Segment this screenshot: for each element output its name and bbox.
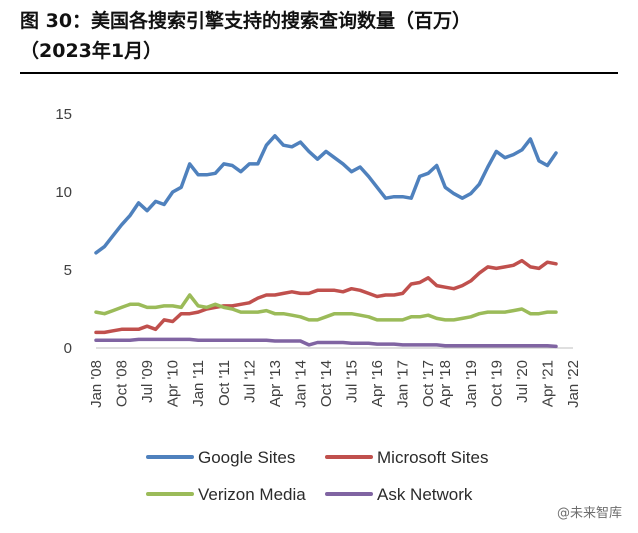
x-tick-label: Jan '14 (292, 360, 309, 408)
x-tick-label: Apr '18 (437, 360, 454, 407)
series-line-google-sites (94, 134, 558, 255)
series-lines (94, 134, 558, 349)
y-axis: 0 5 10 15 (55, 106, 72, 357)
series-line-verizon-media (94, 293, 558, 322)
figure-title: 图 30：美国各搜索引擎支持的搜索查询数量（百万） (20, 10, 472, 32)
x-tick-label: Jul '12 (241, 360, 258, 403)
title-divider (20, 72, 618, 74)
x-tick-label: Apr '16 (369, 360, 386, 407)
y-tick-label: 10 (55, 184, 72, 201)
x-tick-label: Oct '19 (488, 360, 505, 407)
figure-subtitle: （2023年1月） (20, 40, 163, 62)
y-tick-label: 5 (64, 262, 72, 279)
x-tick-label: Jan '19 (463, 360, 480, 408)
legend-label: Ask Network (377, 485, 473, 504)
x-tick-label: Jul '15 (344, 360, 361, 403)
x-tick-label: Jul '20 (514, 360, 531, 403)
x-tick-label: Oct '11 (216, 360, 233, 406)
series-line-ask-network (94, 337, 558, 349)
title-block: 图 30：美国各搜索引擎支持的搜索查询数量（百万） （2023年1月） (20, 6, 620, 66)
x-tick-label: Jan '22 (565, 360, 582, 408)
x-tick-label: Oct '14 (318, 360, 335, 407)
x-tick-label: Apr '10 (165, 360, 182, 407)
y-tick-label: 0 (64, 340, 72, 357)
y-tick-label: 15 (55, 106, 72, 123)
x-tick-label: Jan '08 (88, 360, 105, 408)
legend-label: Verizon Media (198, 485, 306, 504)
watermark: @未来智库 (556, 506, 622, 521)
legend: Google Sites Microsoft Sites Verizon Media… (146, 448, 488, 504)
legend-label: Google Sites (198, 448, 295, 467)
x-tick-label: Oct '08 (114, 360, 131, 407)
x-tick-label: Jan '11 (190, 360, 207, 407)
x-tick-label: Jan '17 (395, 360, 412, 408)
legend-label: Microsoft Sites (377, 448, 488, 467)
x-tick-label: Jul '09 (139, 360, 156, 403)
x-tick-label: Apr '13 (267, 360, 284, 407)
x-axis: Jan '08 Oct '08 Jul '09 Apr '10 Jan '11 Oct '… (88, 360, 582, 408)
x-tick-label: Oct '17 (420, 360, 437, 407)
x-tick-label: Apr '21 (539, 360, 556, 407)
series-line-microsoft-sites (94, 258, 558, 335)
